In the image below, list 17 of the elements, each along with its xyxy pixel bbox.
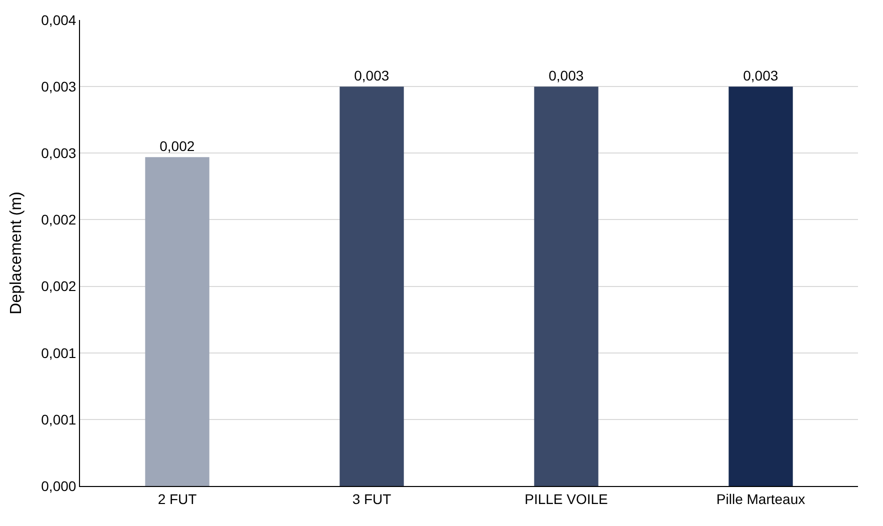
data-label: 0,003 xyxy=(354,68,390,84)
y-axis-title: Deplacement (m) xyxy=(8,192,26,314)
y-tick-label: 0,003 xyxy=(41,78,76,94)
x-tick-label: 2 FUT xyxy=(158,490,198,507)
y-tick-label: 0,003 xyxy=(41,145,76,162)
y-tick-label: 0,000 xyxy=(41,478,76,494)
y-tick-label: 0,001 xyxy=(41,344,76,361)
x-tick-label: 3 FUT xyxy=(352,490,392,507)
y-tick-label: 0,004 xyxy=(41,12,76,28)
y-tick-label: 0,002 xyxy=(41,212,76,228)
y-tick-label: 0,001 xyxy=(41,411,76,428)
x-tick-label: PILLE VOILE xyxy=(524,490,608,507)
data-label: 0,003 xyxy=(743,68,778,84)
y-tick-label: 0,002 xyxy=(41,278,76,294)
data-label: 0,002 xyxy=(160,138,195,154)
x-tick-label: Pille Marteaux xyxy=(716,490,806,507)
data-label: 0,003 xyxy=(548,68,584,84)
